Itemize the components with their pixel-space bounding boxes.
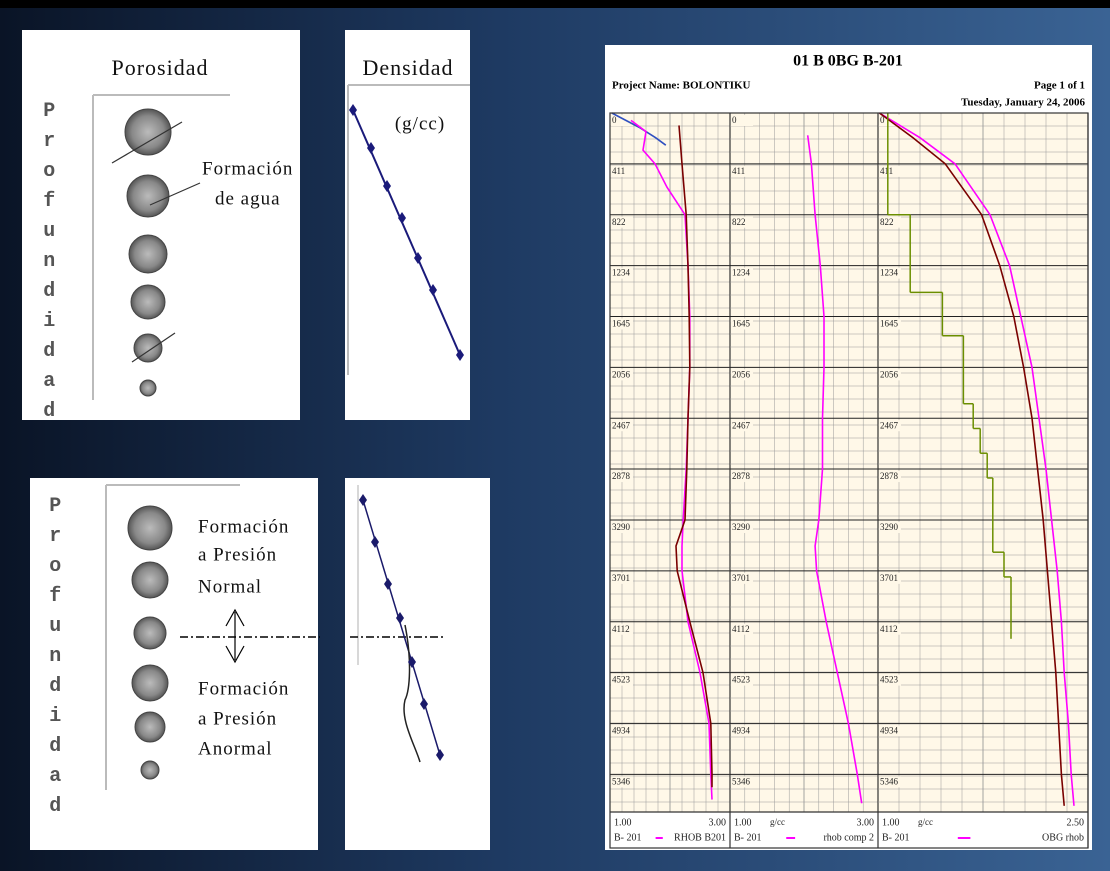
depth-label: 2878 xyxy=(612,471,631,481)
scale-label: 3.00 xyxy=(857,817,875,828)
depth-label: 5346 xyxy=(880,776,899,786)
depth-label: 1234 xyxy=(732,268,751,278)
depth-label: 2467 xyxy=(880,420,899,430)
legend-well: B- 201 xyxy=(882,832,910,843)
depth-label: 5346 xyxy=(612,776,631,786)
depth-label: 1234 xyxy=(880,268,899,278)
plot-background xyxy=(610,113,1088,812)
slide: Porosidad Profundidad Formación de agua … xyxy=(0,0,1110,871)
axis-label: Profundidad xyxy=(44,495,67,825)
annotation: a Presión xyxy=(198,708,277,729)
panel-title: Densidad xyxy=(362,55,453,80)
depth-label: 4523 xyxy=(880,675,899,685)
scale-label: 1.00 xyxy=(734,817,752,828)
depth-label: 4523 xyxy=(732,675,751,685)
depth-label: 1645 xyxy=(612,319,631,329)
date-label: Tuesday, January 24, 2006 xyxy=(961,97,1085,109)
depth-label: 1234 xyxy=(612,268,631,278)
depth-label: 3290 xyxy=(880,522,899,532)
top-border xyxy=(0,0,1110,8)
annotation: Formación xyxy=(198,678,289,699)
annotation: de agua xyxy=(215,188,281,209)
depth-label: 3290 xyxy=(732,522,751,532)
unit-label: (g/cc) xyxy=(395,113,445,134)
depth-label: 4112 xyxy=(732,624,750,634)
annotation: Formación xyxy=(198,516,289,537)
legend-label: rhob comp 2 xyxy=(823,832,874,843)
annotation: Anormal xyxy=(198,738,273,759)
depth-label: 3701 xyxy=(612,573,630,583)
depth-label: 0 xyxy=(732,115,737,125)
unit-label: g/cc xyxy=(918,817,933,827)
scale-label: 3.00 xyxy=(709,817,727,828)
legend-label: OBG rhob xyxy=(1042,832,1084,843)
depth-label: 2056 xyxy=(612,369,631,379)
panel xyxy=(345,30,470,420)
panel-title: Porosidad xyxy=(112,55,209,80)
log-plot: 0411822123416452056246728783290370141124… xyxy=(610,113,1088,848)
depth-label: 1645 xyxy=(732,319,751,329)
depth-label: 2878 xyxy=(732,471,751,481)
scale-label: 2.50 xyxy=(1067,817,1085,828)
depth-label: 4523 xyxy=(612,675,631,685)
depth-label: 4934 xyxy=(732,725,751,735)
depth-label: 4112 xyxy=(612,624,630,634)
depth-label: 4112 xyxy=(880,624,898,634)
unit-label: g/cc xyxy=(770,817,785,827)
chart-title: 01 B 0BG B-201 xyxy=(793,53,903,70)
legend-well: B- 201 xyxy=(734,832,762,843)
legend-label: RHOB B201 xyxy=(674,832,726,843)
scale-label: 1.00 xyxy=(882,817,900,828)
depth-label: 0 xyxy=(612,115,617,125)
depth-label: 4934 xyxy=(612,725,631,735)
annotation: a Presión xyxy=(198,544,277,565)
annotation: Normal xyxy=(198,576,262,597)
depth-label: 411 xyxy=(612,166,625,176)
chart-subtitle: Project Name: BOLONTIKU xyxy=(612,80,751,92)
depth-label: 2056 xyxy=(732,369,751,379)
legend-well: B- 201 xyxy=(614,832,642,843)
depth-label: 2056 xyxy=(880,369,899,379)
depth-label: 411 xyxy=(880,166,893,176)
axis-label: Profundidad xyxy=(38,100,61,430)
depth-label: 822 xyxy=(880,217,894,227)
depth-label: 2467 xyxy=(732,420,751,430)
depth-label: 3701 xyxy=(880,573,898,583)
depth-label: 822 xyxy=(612,217,626,227)
depth-label: 411 xyxy=(732,166,745,176)
depth-label: 4934 xyxy=(880,725,899,735)
depth-label: 3701 xyxy=(732,573,750,583)
depth-label: 822 xyxy=(732,217,746,227)
annotation: Formación xyxy=(202,158,293,179)
depth-label: 2878 xyxy=(880,471,899,481)
panel xyxy=(345,478,490,850)
depth-label: 5346 xyxy=(732,776,751,786)
depth-label: 1645 xyxy=(880,319,899,329)
depth-label: 3290 xyxy=(612,522,631,532)
depth-label: 2467 xyxy=(612,420,631,430)
page-label: Page 1 of 1 xyxy=(1034,80,1085,92)
panel xyxy=(22,30,300,420)
scale-label: 1.00 xyxy=(614,817,632,828)
